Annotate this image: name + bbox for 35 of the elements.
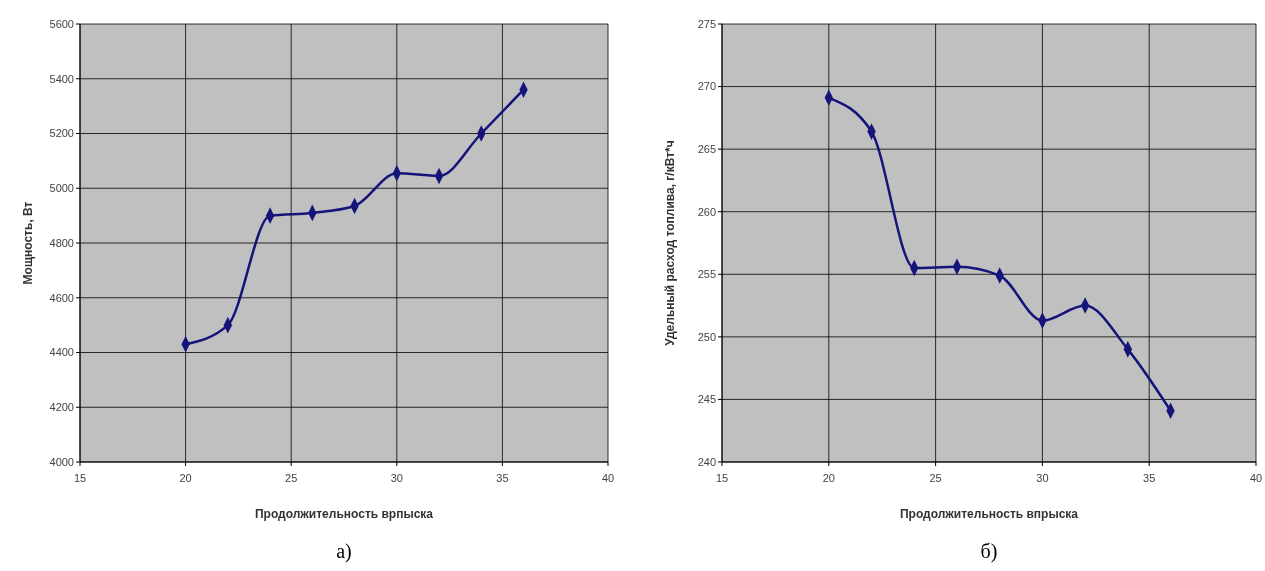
x-tick-label: 35 — [1143, 472, 1156, 484]
x-tick-label: 35 — [496, 472, 509, 484]
y-tick-label: 4400 — [49, 346, 74, 359]
y-tick-label: 4000 — [49, 455, 74, 468]
x-tick-label: 30 — [1036, 472, 1049, 484]
x-tick-label: 20 — [822, 472, 835, 484]
x-tick-label: 15 — [715, 472, 729, 484]
y-axis-title: Удельный расход топлива, г/кВт*ч — [663, 140, 677, 346]
x-tick-label: 40 — [601, 472, 615, 484]
y-tick-label: 5200 — [49, 127, 74, 140]
x-tick-label: 15 — [73, 472, 87, 484]
y-tick-label: 4800 — [49, 236, 74, 249]
x-tick-label: 25 — [285, 472, 298, 484]
y-axis-title: Мощность, Вт — [21, 201, 35, 285]
y-tick-label: 5000 — [49, 182, 74, 195]
y-tick-label: 270 — [697, 80, 716, 93]
y-tick-label: 4200 — [49, 401, 74, 414]
y-tick-label: 245 — [697, 393, 716, 406]
y-tick-label: 250 — [697, 330, 716, 343]
x-tick-label: 20 — [179, 472, 192, 484]
y-tick-label: 275 — [697, 17, 716, 30]
x-tick-label: 30 — [390, 472, 403, 484]
y-tick-label: 265 — [697, 142, 716, 155]
x-tick-label: 40 — [1249, 472, 1263, 484]
y-tick-label: 4600 — [49, 291, 74, 304]
x-axis-title: Продолжительность впрыска — [899, 507, 1079, 521]
x-tick-label: 25 — [929, 472, 942, 484]
x-axis-title: Продолжительность врпыска — [254, 507, 434, 521]
text: б) — [980, 540, 998, 563]
y-tick-label: 255 — [697, 268, 716, 281]
text: а) — [336, 540, 352, 563]
y-tick-label: 5400 — [49, 72, 74, 85]
y-tick-label: 240 — [697, 455, 716, 468]
y-tick-label: 260 — [697, 205, 716, 218]
y-tick-label: 5600 — [49, 17, 74, 30]
